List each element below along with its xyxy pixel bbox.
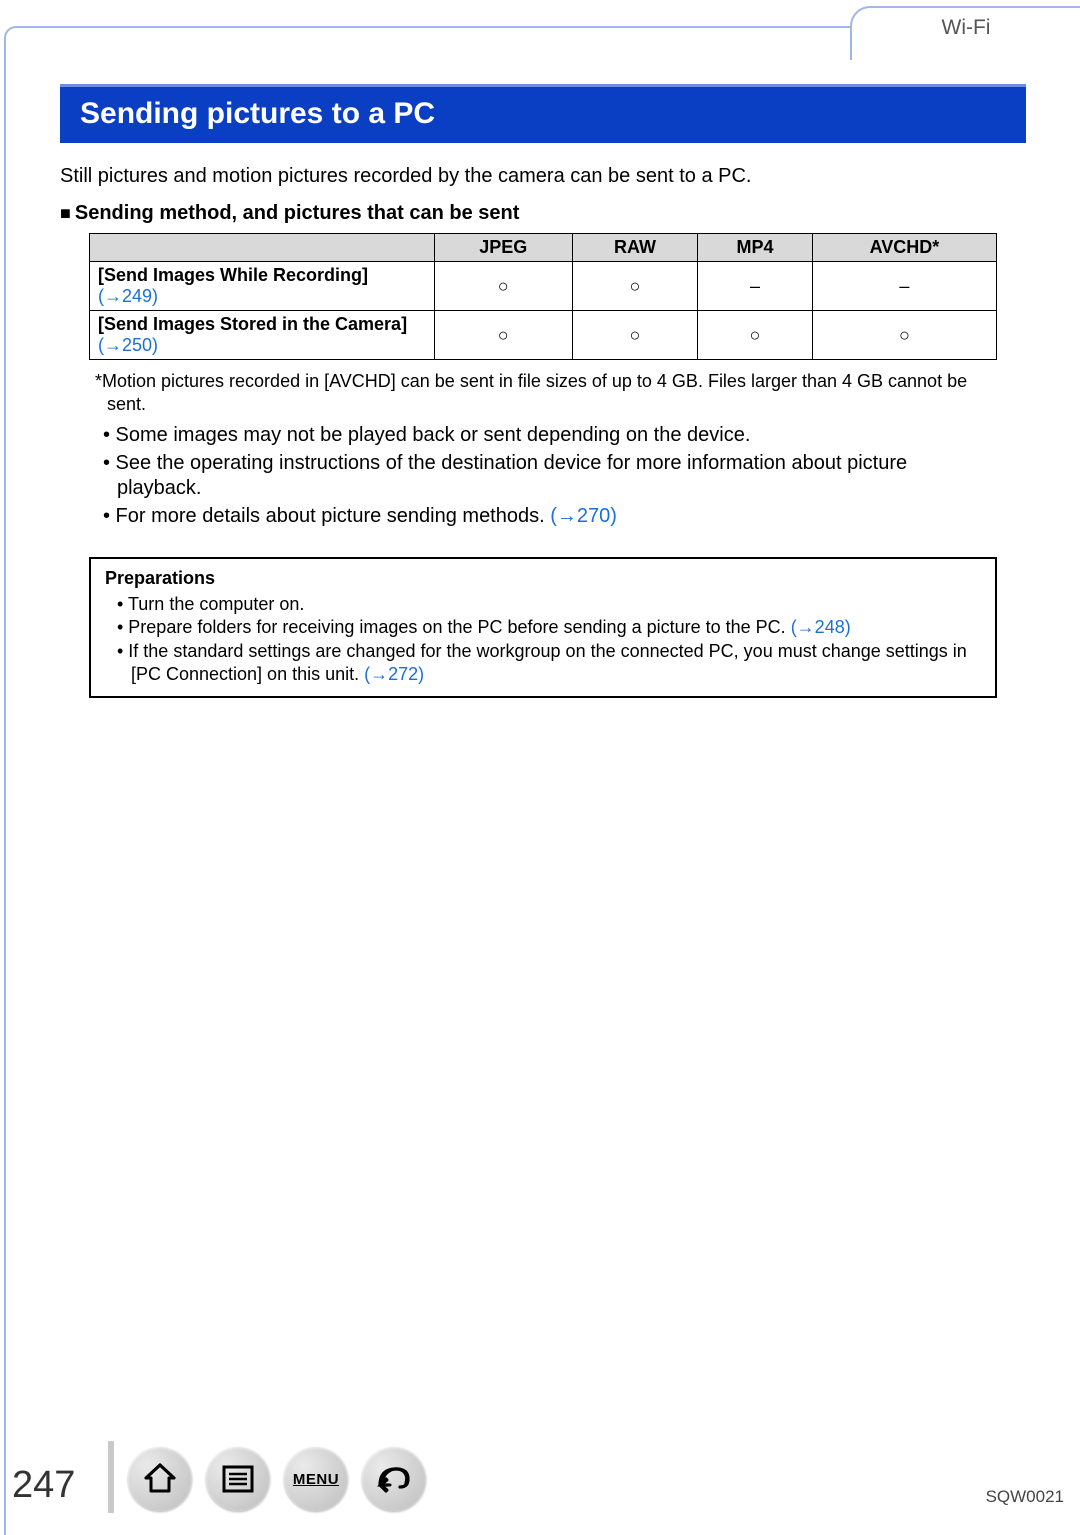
list-item: • Turn the computer on. bbox=[105, 593, 981, 616]
list-item: • Prepare folders for receiving images o… bbox=[105, 616, 981, 639]
prep-text: Turn the computer on. bbox=[128, 594, 304, 614]
page-ref-link[interactable]: (→249) bbox=[98, 286, 158, 306]
back-button[interactable] bbox=[362, 1447, 426, 1511]
footnote-star: *Motion pictures recorded in [AVCHD] can… bbox=[89, 370, 997, 415]
table-row: [Send Images Stored in the Camera] (→250… bbox=[89, 311, 996, 360]
table-header: AVCHD* bbox=[812, 234, 996, 262]
home-button[interactable] bbox=[128, 1447, 192, 1511]
document-code: SQW0021 bbox=[986, 1487, 1064, 1507]
row-label-text: [Send Images While Recording] bbox=[98, 265, 368, 285]
table-cell: – bbox=[812, 262, 996, 311]
home-icon bbox=[142, 1461, 178, 1497]
page-ref-link[interactable]: (→272) bbox=[364, 664, 424, 684]
table-cell: ○ bbox=[572, 311, 697, 360]
table-cell: – bbox=[698, 262, 813, 311]
table-cell: ○ bbox=[434, 311, 572, 360]
compatibility-table: JPEG RAW MP4 AVCHD* [Send Images While R… bbox=[89, 233, 997, 360]
bullet-text: For more details about picture sending m… bbox=[116, 505, 545, 527]
bullet-text: See the operating instructions of the de… bbox=[116, 452, 908, 500]
section-tab: Wi-Fi bbox=[850, 6, 1080, 60]
menu-button[interactable]: MENU bbox=[284, 1447, 348, 1511]
row-label-text: [Send Images Stored in the Camera] bbox=[98, 314, 407, 334]
bullet-list: • Some images may not be played back or … bbox=[89, 423, 997, 529]
page-ref-link[interactable]: (→270) bbox=[550, 505, 617, 527]
contents-icon bbox=[220, 1461, 256, 1497]
preparations-box: Preparations • Turn the computer on. • P… bbox=[89, 557, 997, 698]
table-row: [Send Images While Recording] (→249) ○ ○… bbox=[89, 262, 996, 311]
table-cell: ○ bbox=[812, 311, 996, 360]
list-item: • Some images may not be played back or … bbox=[103, 423, 997, 449]
table-header-row: JPEG RAW MP4 AVCHD* bbox=[89, 234, 996, 262]
page-ref-link[interactable]: (→248) bbox=[791, 617, 851, 637]
list-item: • For more details about picture sending… bbox=[103, 504, 997, 530]
table-row-label: [Send Images Stored in the Camera] (→250… bbox=[89, 311, 434, 360]
prep-text: If the standard settings are changed for… bbox=[128, 641, 967, 684]
table-header: RAW bbox=[572, 234, 697, 262]
back-icon bbox=[376, 1461, 412, 1497]
footer-divider bbox=[108, 1441, 114, 1513]
table-cell: ○ bbox=[572, 262, 697, 311]
menu-icon: MENU bbox=[293, 1471, 339, 1488]
table-header: MP4 bbox=[698, 234, 813, 262]
footnote: *Motion pictures recorded in [AVCHD] can… bbox=[89, 370, 997, 415]
page-ref-link[interactable]: (→250) bbox=[98, 335, 158, 355]
page-frame: Wi-Fi Sending pictures to a PC Still pic… bbox=[4, 26, 1080, 1535]
table-row-label: [Send Images While Recording] (→249) bbox=[89, 262, 434, 311]
page-title: Sending pictures to a PC bbox=[60, 84, 1026, 143]
page-content: Sending pictures to a PC Still pictures … bbox=[6, 28, 1080, 698]
bullet-text: Some images may not be played back or se… bbox=[116, 424, 751, 446]
table-cell: ○ bbox=[434, 262, 572, 311]
list-item: • See the operating instructions of the … bbox=[103, 451, 997, 502]
page-footer: 247 MENU SQW0021 bbox=[0, 1433, 1080, 1513]
subheading: ■Sending method, and pictures that can b… bbox=[60, 202, 1026, 225]
prep-text: Prepare folders for receiving images on … bbox=[128, 617, 785, 637]
square-bullet-icon: ■ bbox=[60, 203, 71, 223]
table-cell: ○ bbox=[698, 311, 813, 360]
subheading-text: Sending method, and pictures that can be… bbox=[75, 202, 520, 224]
list-item: • If the standard settings are changed f… bbox=[105, 640, 981, 687]
page-number: 247 bbox=[12, 1464, 75, 1507]
intro-text: Still pictures and motion pictures recor… bbox=[60, 165, 1026, 188]
contents-button[interactable] bbox=[206, 1447, 270, 1511]
table-header: JPEG bbox=[434, 234, 572, 262]
preparations-title: Preparations bbox=[105, 567, 981, 590]
table-header-blank bbox=[89, 234, 434, 262]
